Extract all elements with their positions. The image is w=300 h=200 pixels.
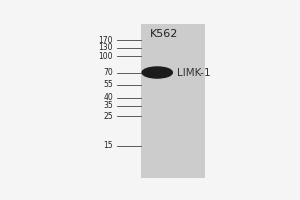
Text: 70: 70 — [103, 68, 113, 77]
Ellipse shape — [142, 67, 172, 78]
Text: LIMK-1: LIMK-1 — [177, 68, 211, 78]
Text: K562: K562 — [150, 29, 178, 39]
Text: 25: 25 — [103, 112, 113, 121]
Text: 100: 100 — [99, 52, 113, 61]
Text: 55: 55 — [103, 80, 113, 89]
Text: 40: 40 — [103, 93, 113, 102]
Text: 130: 130 — [99, 43, 113, 52]
Text: 170: 170 — [99, 36, 113, 45]
Text: 35: 35 — [103, 101, 113, 110]
Text: 15: 15 — [103, 141, 113, 150]
Bar — [141, 24, 205, 178]
